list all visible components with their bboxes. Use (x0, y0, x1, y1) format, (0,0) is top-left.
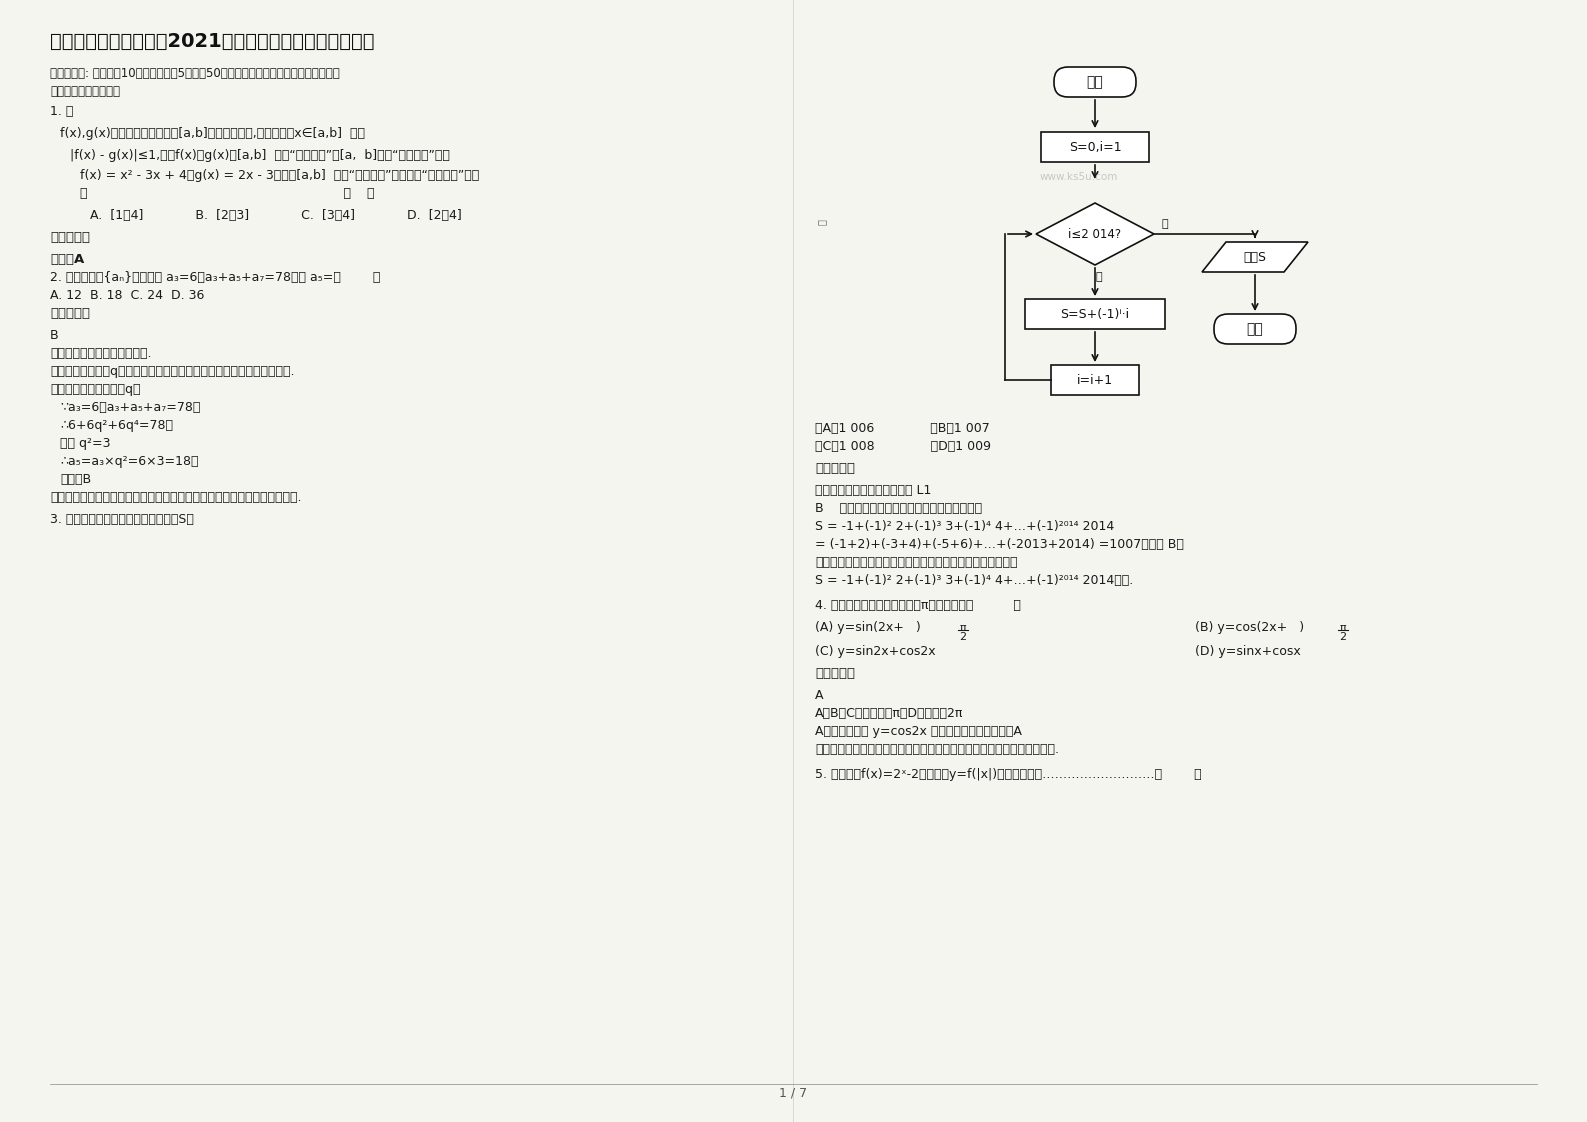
Text: www.ks5u.com: www.ks5u.com (1039, 172, 1119, 182)
Text: 【点评】本题考查了等比数列的性质，考查了学生的计算能力，属于基础题.: 【点评】本题考查了等比数列的性质，考查了学生的计算能力，属于基础题. (51, 491, 302, 504)
Text: 否: 否 (1162, 219, 1168, 229)
FancyBboxPatch shape (1214, 314, 1297, 344)
Text: f(x) = x² - 3x + 4与g(x) = 2x - 3在区间[a,b]  上是“密切函数”，则它的“密切区间”可能: f(x) = x² - 3x + 4与g(x) = 2x - 3在区间[a,b]… (79, 169, 479, 182)
Text: (B) y=cos(2x+   ): (B) y=cos(2x+ ) (1195, 620, 1305, 634)
Text: 解得 q²=3: 解得 q²=3 (60, 436, 111, 450)
Text: 结束: 结束 (1247, 322, 1263, 335)
Text: i≤2 014?: i≤2 014? (1068, 228, 1122, 240)
Text: A、B、C的周期都是π，D的周期是2π: A、B、C的周期都是π，D的周期是2π (816, 707, 963, 720)
Text: 【考点】三角函数的基本概念和性质，函数的周期性和奇偶性，诱导公式.: 【考点】三角函数的基本概念和性质，函数的周期性和奇偶性，诱导公式. (816, 743, 1059, 756)
Text: = (-1+2)+(-3+4)+(-5+6)+…+(-2013+2014) =1007，故选 B。: = (-1+2)+(-3+4)+(-5+6)+…+(-2013+2014) =1… (816, 539, 1184, 551)
Text: ∴a₅=a₃×q²=6×3=18，: ∴a₅=a₃×q²=6×3=18， (60, 456, 198, 468)
Text: A. 12  B. 18  C. 24  D. 36: A. 12 B. 18 C. 24 D. 36 (51, 289, 205, 302)
Text: 参考答案：: 参考答案： (51, 307, 90, 320)
Text: (D) y=sinx+cosx: (D) y=sinx+cosx (1195, 645, 1301, 657)
Text: 四川省阿坝市藏文中学2021年高三数学文模拟试题含解析: 四川省阿坝市藏文中学2021年高三数学文模拟试题含解析 (51, 33, 375, 50)
Text: （C）1 008              （D）1 009: （C）1 008 （D）1 009 (816, 440, 990, 453)
Text: S = -1+(-1)² 2+(-1)³ 3+(-1)⁴ 4+…+(-1)²⁰¹⁴ 2014: S = -1+(-1)² 2+(-1)³ 3+(-1)⁴ 4+…+(-1)²⁰¹… (816, 519, 1114, 533)
Text: ∴6+6q²+6q⁴=78，: ∴6+6q²+6q⁴=78， (60, 419, 173, 432)
FancyBboxPatch shape (1054, 67, 1136, 96)
Text: 【思路探索】根据程序框图描述的意义，得其运行结果是计算: 【思路探索】根据程序框图描述的意义，得其运行结果是计算 (816, 557, 1017, 569)
Text: |f(x) - g(x)|≤1,则称f(x)与g(x)在[a,b]  上是“密切函数”，[a,  b]称为“密切区间”。设: |f(x) - g(x)|≤1,则称f(x)与g(x)在[a,b] 上是“密切函… (70, 149, 449, 162)
Text: 是一个符合题目要求的: 是一个符合题目要求的 (51, 85, 121, 98)
Text: S = -1+(-1)² 2+(-1)³ 3+(-1)⁴ 4+…+(-1)²⁰¹⁴ 2014的值.: S = -1+(-1)² 2+(-1)³ 3+(-1)⁴ 4+…+(-1)²⁰¹… (816, 574, 1133, 587)
Text: （A）1 006              （B）1 007: （A）1 006 （B）1 007 (816, 422, 990, 435)
Text: 4. 下列函数中，最小正周期为π的偶函数是（          ）: 4. 下列函数中，最小正周期为π的偶函数是（ ） (816, 599, 1020, 611)
Bar (1051, 365, 1139, 395)
Text: A.  [1，4]             B.  [2，3]             C.  [3，4]             D.  [2，4]: A. [1，4] B. [2，3] C. [3，4] D. [2，4] (90, 209, 462, 222)
Text: 是: 是 (1095, 272, 1103, 282)
Text: 2: 2 (960, 632, 966, 642)
Polygon shape (1036, 203, 1154, 265)
Text: 故选：B: 故选：B (60, 473, 90, 486)
Text: f(x),g(x)是定义在同一个区间[a,b]上的两个函数,若对任意的x∈[a,b]  都有: f(x),g(x)是定义在同一个区间[a,b]上的两个函数,若对任意的x∈[a,… (60, 127, 365, 140)
Text: 【考点】等比数列的通项公式.: 【考点】等比数列的通项公式. (51, 347, 151, 360)
Text: S=S+(-1)ⁱ·i: S=S+(-1)ⁱ·i (1060, 307, 1130, 321)
Text: 1. 设: 1. 设 (51, 105, 73, 118)
Bar (1025, 298, 1165, 329)
Text: 是                                                                （    ）: 是 （ ） (79, 187, 375, 200)
Text: 【分析】设公比为q，由题意求出公比，再根据等比数列的性质即可求出.: 【分析】设公比为q，由题意求出公比，再根据等比数列的性质即可求出. (51, 365, 295, 378)
Text: B    解析：根据程序框图得执行的结果是计算：: B 解析：根据程序框图得执行的结果是计算： (816, 502, 982, 515)
Text: 参考答案：: 参考答案： (51, 231, 90, 243)
Text: 5. 已知函数f(x)=2ˣ-2，则函数y=f(|x|)的图像可能是………………………（        ）: 5. 已知函数f(x)=2ˣ-2，则函数y=f(|x|)的图像可能是………………… (816, 767, 1201, 781)
Text: A: A (816, 689, 824, 702)
Text: 2. 在等比数列{aₙ}中，已知 a₃=6，a₃+a₅+a₇=78，则 a₅=（        ）: 2. 在等比数列{aₙ}中，已知 a₃=6，a₃+a₅+a₇=78，则 a₅=（… (51, 272, 381, 284)
Text: π: π (960, 623, 966, 633)
Bar (1041, 132, 1149, 162)
Text: 【知识点】算法与程序框图。 L1: 【知识点】算法与程序框图。 L1 (816, 484, 932, 497)
Text: ∵a₃=6，a₃+a₅+a₇=78，: ∵a₃=6，a₃+a₅+a₇=78， (60, 401, 200, 414)
Text: (C) y=sin2x+cos2x: (C) y=sin2x+cos2x (816, 645, 936, 657)
Text: 开始: 开始 (1087, 75, 1103, 89)
Text: 参考答案：: 参考答案： (816, 666, 855, 680)
Text: 输出S: 输出S (1244, 250, 1266, 264)
Polygon shape (1201, 242, 1308, 272)
Text: π: π (1339, 623, 1346, 633)
Text: 一、选择题: 本大题共10小题，每小题5分，共50分。在每小题给出的四个选项中，只有: 一、选择题: 本大题共10小题，每小题5分，共50分。在每小题给出的四个选项中，… (51, 67, 340, 80)
Text: 2: 2 (1339, 632, 1346, 642)
Text: i=i+1: i=i+1 (1078, 374, 1112, 386)
Text: 图: 图 (817, 219, 827, 224)
Text: 答案：A: 答案：A (51, 252, 84, 266)
Text: S=0,i=1: S=0,i=1 (1068, 140, 1122, 154)
Text: 参考答案：: 参考答案： (816, 462, 855, 475)
Text: B: B (51, 329, 59, 342)
Text: 3. 执行如图所示的程序框图，输出的S为: 3. 执行如图所示的程序框图，输出的S为 (51, 513, 194, 526)
Text: A选项化简后为 y=cos2x 是偶函数，故正确答案为A: A选项化简后为 y=cos2x 是偶函数，故正确答案为A (816, 725, 1022, 738)
Text: (A) y=sin(2x+   ): (A) y=sin(2x+ ) (816, 620, 920, 634)
Text: 1 / 7: 1 / 7 (779, 1087, 808, 1100)
Text: 【解答】解：设公比为q，: 【解答】解：设公比为q， (51, 383, 141, 396)
